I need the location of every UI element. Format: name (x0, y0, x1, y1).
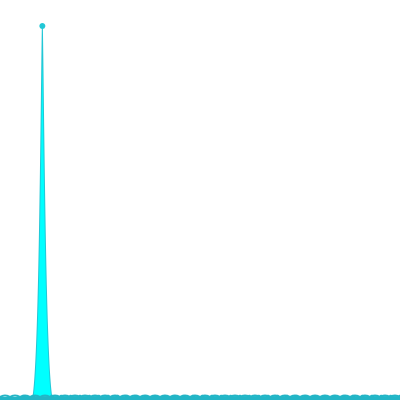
area-series-0 (23, 25, 400, 398)
marker-layer (0, 23, 400, 400)
area-layer (23, 25, 400, 398)
baseline-floor (0, 397, 400, 400)
data-point (39, 23, 46, 29)
